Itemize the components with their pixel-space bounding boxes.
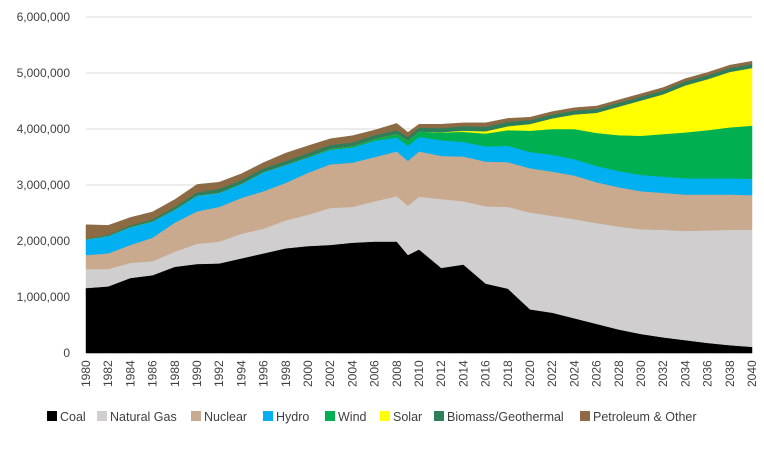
- x-tick-label: 2026: [590, 360, 604, 387]
- area-petroleum-other: [85, 60, 753, 240]
- x-tick-label: 1998: [279, 360, 293, 387]
- x-tick-label: 2040: [745, 360, 759, 387]
- y-tick-label: 1,000,000: [17, 290, 71, 304]
- x-tick-label: 2006: [368, 360, 382, 387]
- y-axis-tick-labels: 0 1,000,000 2,000,000 3,000,000 4,000,000 5,0…: [17, 10, 71, 360]
- x-tick-label: 2030: [634, 360, 648, 387]
- legend-swatch-solar: [380, 411, 390, 421]
- x-tick-label: 2018: [501, 360, 515, 387]
- x-tick-label: 1988: [168, 360, 182, 387]
- y-tick-label: 3,000,000: [17, 178, 71, 192]
- x-tick-label: 1994: [234, 360, 248, 387]
- x-tick-label: 2038: [723, 360, 737, 387]
- legend-label-biomass-geothermal: Biomass/Geothermal: [447, 410, 564, 424]
- legend-label-solar: Solar: [393, 410, 422, 424]
- legend-label-petroleum-other: Petroleum & Other: [593, 410, 697, 424]
- legend-label-wind: Wind: [338, 410, 367, 424]
- x-tick-label: 1986: [146, 360, 160, 387]
- y-tick-label: 5,000,000: [17, 66, 71, 80]
- y-tick-label: 0: [63, 346, 70, 360]
- x-tick-label: 2002: [323, 360, 337, 387]
- x-tick-label: 2016: [479, 360, 493, 387]
- legend-label-coal: Coal: [60, 410, 86, 424]
- x-tick-label: 2010: [412, 360, 426, 387]
- stacked-areas: [85, 60, 753, 354]
- y-tick-label: 6,000,000: [17, 10, 71, 24]
- legend-label-natural-gas: Natural Gas: [110, 410, 177, 424]
- legend-label-hydro: Hydro: [276, 410, 309, 424]
- x-tick-label: 1984: [123, 360, 137, 387]
- x-tick-label: 2036: [701, 360, 715, 387]
- x-tick-label: 2034: [678, 360, 692, 387]
- legend-swatch-natural-gas: [97, 411, 107, 421]
- x-tick-label: 2022: [545, 360, 559, 387]
- x-tick-label: 2020: [523, 360, 537, 387]
- x-tick-label: 2008: [390, 360, 404, 387]
- x-tick-label: 2012: [434, 360, 448, 387]
- x-tick-label: 2024: [567, 360, 581, 387]
- legend-label-nuclear: Nuclear: [204, 410, 247, 424]
- legend-swatch-biomass-geothermal: [434, 411, 444, 421]
- y-tick-label: 4,000,000: [17, 122, 71, 136]
- x-tick-label: 2000: [301, 360, 315, 387]
- x-tick-label: 1996: [257, 360, 271, 387]
- legend-swatch-nuclear: [191, 411, 201, 421]
- x-tick-label: 1992: [212, 360, 226, 387]
- legend: Coal Natural Gas Nuclear Hydro Wind Solar Biom…: [47, 410, 697, 424]
- legend-swatch-hydro: [263, 411, 273, 421]
- x-tick-label: 1990: [190, 360, 204, 387]
- y-tick-label: 2,000,000: [17, 234, 71, 248]
- x-axis-tick-labels: 1980 1982 1984 1986 1988 1990 1992 1994 1996 1998…: [79, 360, 759, 387]
- legend-swatch-coal: [47, 411, 57, 421]
- x-tick-label: 2014: [456, 360, 470, 387]
- x-tick-label: 2032: [656, 360, 670, 387]
- legend-swatch-wind: [325, 411, 335, 421]
- x-tick-label: 2028: [612, 360, 626, 387]
- x-tick-label: 1982: [101, 360, 115, 387]
- legend-swatch-petroleum-other: [580, 411, 590, 421]
- x-tick-label: 1980: [79, 360, 93, 387]
- x-tick-label: 2004: [345, 360, 359, 387]
